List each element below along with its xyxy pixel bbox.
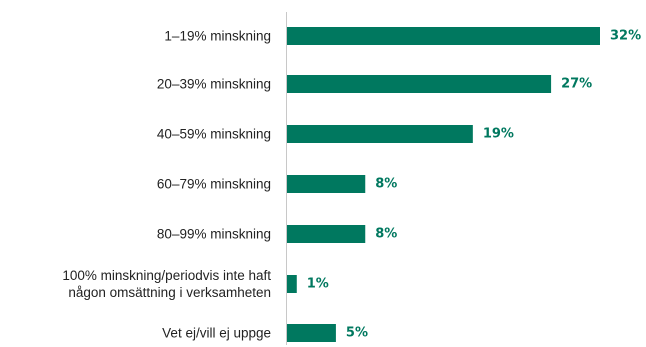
bar [287,125,473,143]
category-label-line: 40–59% minskning [157,127,271,142]
category-label-line: 80–99% minskning [157,227,271,242]
category-label-line: 1–19% minskning [164,29,271,44]
bar [287,75,551,93]
data-label: 8% [375,227,397,242]
data-label: 27% [561,77,592,92]
category-label: 100% minskning/periodvis inte haft någon … [62,268,271,300]
bar [287,275,297,293]
category-label: 40–59% minskning [157,127,271,142]
category-label-line: 20–39% minskning [157,77,271,92]
category-label-line: 100% minskning/periodvis inte haft [62,268,271,283]
category-label: 60–79% minskning [157,177,271,192]
category-label: 20–39% minskning [157,77,271,92]
bar [287,27,600,45]
bar [287,175,365,193]
category-label-line: Vet ej/vill ej uppge [162,326,271,341]
data-label: 5% [346,326,368,341]
category-label: 1–19% minskning [164,29,271,44]
category-label-line: 60–79% minskning [157,177,271,192]
data-label: 19% [483,127,514,142]
data-label: 32% [610,29,641,44]
bar [287,324,336,342]
category-label-line: någon omsättning i verksamheten [68,285,271,300]
data-label: 1% [307,277,329,292]
bar [287,225,365,243]
category-label: Vet ej/vill ej uppge [162,326,271,341]
data-label: 8% [375,177,397,192]
category-label: 80–99% minskning [157,227,271,242]
